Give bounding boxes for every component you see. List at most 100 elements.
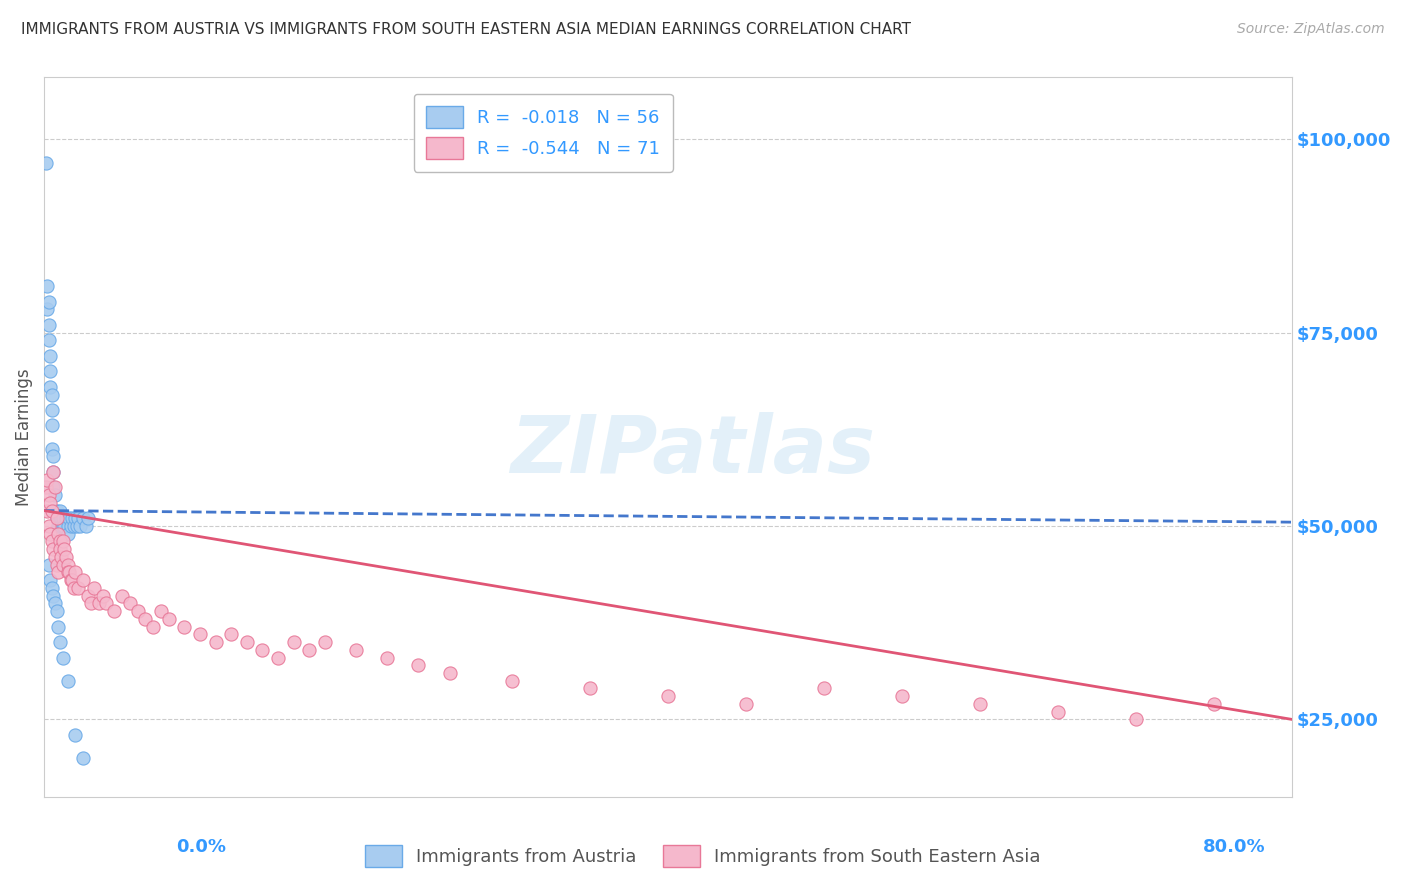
Point	[501, 673, 523, 688]
Point	[38, 334, 60, 348]
Point	[252, 642, 274, 657]
Point	[39, 364, 62, 378]
Point	[51, 511, 73, 525]
Point	[38, 318, 60, 332]
Point	[46, 511, 69, 525]
Point	[42, 542, 65, 557]
Point	[41, 442, 63, 456]
Point	[58, 511, 80, 525]
Point	[59, 519, 82, 533]
Point	[62, 581, 84, 595]
Point	[157, 612, 180, 626]
Point	[48, 511, 70, 525]
Point	[42, 450, 65, 464]
Point	[735, 697, 758, 711]
Point	[1202, 697, 1225, 711]
Point	[344, 642, 367, 657]
Point	[44, 503, 66, 517]
Point	[39, 573, 62, 587]
Point	[52, 511, 75, 525]
Point	[52, 650, 75, 665]
Legend: Immigrants from Austria, Immigrants from South Eastern Asia: Immigrants from Austria, Immigrants from…	[359, 838, 1047, 874]
Point	[41, 581, 63, 595]
Point	[41, 534, 63, 549]
Text: 80.0%: 80.0%	[1202, 838, 1265, 856]
Y-axis label: Median Earnings: Median Earnings	[15, 368, 32, 506]
Point	[283, 635, 305, 649]
Point	[48, 519, 70, 533]
Point	[142, 619, 165, 633]
Point	[118, 596, 141, 610]
Point	[298, 642, 321, 657]
Point	[579, 681, 602, 696]
Point	[80, 596, 103, 610]
Point	[41, 418, 63, 433]
Point	[42, 589, 65, 603]
Legend: R =  -0.018   N = 56, R =  -0.544   N = 71: R = -0.018 N = 56, R = -0.544 N = 71	[413, 94, 672, 172]
Point	[1046, 705, 1069, 719]
Point	[41, 403, 63, 417]
Point	[44, 488, 66, 502]
Point	[188, 627, 211, 641]
Point	[969, 697, 991, 711]
Point	[45, 511, 67, 525]
Point	[42, 465, 65, 479]
Point	[67, 581, 90, 595]
Point	[1125, 712, 1147, 726]
Point	[56, 526, 79, 541]
Point	[65, 728, 87, 742]
Point	[42, 480, 65, 494]
Point	[56, 673, 79, 688]
Point	[408, 658, 430, 673]
Point	[69, 519, 91, 533]
Point	[45, 503, 67, 517]
Point	[134, 612, 156, 626]
Point	[66, 519, 89, 533]
Point	[45, 511, 67, 525]
Point	[55, 511, 77, 525]
Point	[93, 589, 115, 603]
Point	[62, 519, 84, 533]
Point	[204, 635, 226, 649]
Point	[150, 604, 173, 618]
Point	[52, 534, 75, 549]
Point	[37, 279, 59, 293]
Point	[65, 566, 87, 580]
Point	[72, 573, 94, 587]
Point	[439, 665, 461, 680]
Point	[34, 480, 56, 494]
Point	[657, 689, 679, 703]
Point	[60, 573, 83, 587]
Point	[59, 573, 82, 587]
Point	[34, 155, 56, 169]
Point	[48, 635, 70, 649]
Point	[65, 511, 87, 525]
Point	[38, 488, 60, 502]
Point	[39, 380, 62, 394]
Point	[46, 619, 69, 633]
Point	[45, 558, 67, 572]
Point	[46, 519, 69, 533]
Point	[48, 534, 70, 549]
Point	[51, 519, 73, 533]
Point	[72, 751, 94, 765]
Point	[53, 542, 76, 557]
Point	[53, 519, 76, 533]
Point	[56, 519, 79, 533]
Point	[87, 596, 110, 610]
Point	[37, 302, 59, 317]
Point	[41, 387, 63, 401]
Point	[83, 581, 105, 595]
Point	[236, 635, 259, 649]
Point	[37, 473, 59, 487]
Point	[111, 589, 134, 603]
Point	[60, 511, 83, 525]
Point	[44, 596, 66, 610]
Point	[51, 549, 73, 564]
Text: Source: ZipAtlas.com: Source: ZipAtlas.com	[1237, 22, 1385, 37]
Point	[103, 604, 125, 618]
Point	[67, 511, 90, 525]
Point	[56, 566, 79, 580]
Point	[52, 558, 75, 572]
Text: IMMIGRANTS FROM AUSTRIA VS IMMIGRANTS FROM SOUTH EASTERN ASIA MEDIAN EARNINGS CO: IMMIGRANTS FROM AUSTRIA VS IMMIGRANTS FR…	[21, 22, 911, 37]
